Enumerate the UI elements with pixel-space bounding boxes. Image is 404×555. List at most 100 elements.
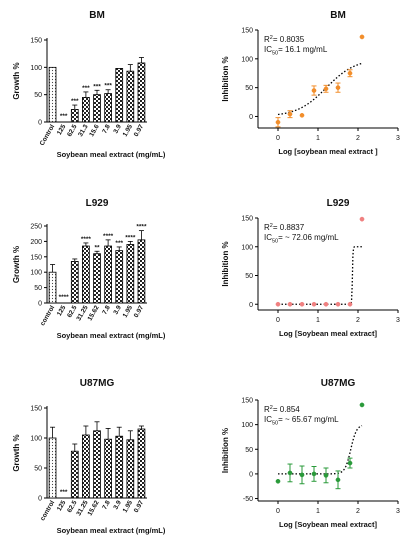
bar-31.3 [82, 97, 90, 123]
data-point [311, 88, 317, 93]
data-point [311, 471, 317, 477]
significance-label: *** [115, 240, 123, 247]
data-point [347, 460, 353, 466]
bar-62.5 [70, 109, 79, 123]
x-axis-label: Soybean meal extract (mg/mL) [57, 526, 166, 535]
data-point [311, 301, 317, 307]
significance-label: *** [71, 98, 79, 105]
x-tick-label: 15.62 [87, 304, 101, 322]
significance-label: *** [93, 83, 101, 90]
data-point [323, 301, 329, 307]
ic50-value: = ~ 65.67 mg/mL [278, 415, 339, 424]
ic50-value: = ~ 72.06 mg/mL [278, 233, 339, 242]
data-point [299, 472, 305, 478]
bar-31.25 [82, 245, 90, 304]
r-squared-symbol: R [264, 35, 270, 44]
r-squared-superscript: 2 [270, 35, 273, 41]
bar-0.97 [137, 239, 146, 304]
y-tick-label: 50 [34, 92, 42, 99]
scatter-chart-3: L929 0 50 100 150 Inhibition % 0 1 2 3 Log [Soybea… [221, 198, 400, 338]
significance-label: *** [104, 83, 112, 90]
x-tick-label: 0 [276, 135, 280, 142]
y-tick-label: 250 [30, 224, 42, 231]
r-squared-superscript: 2 [270, 223, 273, 229]
x-tick-label: control [39, 499, 56, 522]
significance-label: *** [60, 489, 68, 496]
data-point [323, 86, 329, 92]
ic50-label: IC50= ~ 72.06 mg/mL [264, 233, 339, 245]
y-tick-label: 50 [34, 285, 42, 292]
bar-15.62 [93, 253, 101, 304]
x-tick-label: 3 [396, 135, 400, 142]
bar-control [48, 271, 57, 304]
data-point [275, 301, 281, 307]
x-tick-label: 7.8 [101, 123, 112, 135]
data-point [359, 402, 365, 408]
y-tick-label: 0 [38, 120, 42, 127]
x-tick-label: 0 [276, 508, 280, 515]
r-squared-symbol: R [264, 405, 270, 414]
y-axis-label: Inhibition % [221, 56, 230, 101]
y-tick-label: 100 [241, 56, 253, 63]
y-tick-label: 150 [241, 28, 253, 35]
chart-title: BM [330, 10, 346, 21]
y-axis-label: Inhibition % [221, 428, 230, 473]
x-tick-label: 125 [56, 499, 68, 512]
data-point [299, 112, 305, 118]
data-point [359, 34, 365, 40]
ic50-subscript: 50 [272, 239, 278, 245]
x-tick-label: 1 [316, 508, 320, 515]
x-tick-label: 0.97 [133, 123, 146, 138]
data-point [287, 111, 293, 117]
y-tick-label: 0 [38, 496, 42, 503]
y-tick-label: 0 [249, 471, 253, 478]
r-squared-label: R2= 0.854 [264, 405, 300, 414]
y-tick-label: 100 [30, 436, 42, 443]
bar-3.9 [115, 435, 124, 499]
significance-label: *** [60, 113, 68, 120]
x-tick-label: 2 [356, 508, 360, 515]
x-tick-label: 1.95 [122, 123, 135, 138]
r-squared-label: R2= 0.8837 [264, 223, 305, 232]
bar-62.5 [70, 450, 79, 499]
x-tick-label: 0 [276, 317, 280, 324]
bar-1.95 [126, 244, 135, 304]
y-tick-label: 50 [245, 447, 253, 454]
y-axis-label: Growth % [12, 246, 21, 283]
bar-7.8 [104, 245, 112, 304]
ic50-symbol: IC [264, 415, 272, 424]
y-tick-label: 150 [30, 38, 42, 45]
chart-title: BM [89, 10, 105, 21]
bar-Control [48, 66, 57, 123]
x-tick-label: 3.9 [112, 123, 123, 135]
x-tick-label: 125 [56, 304, 68, 317]
ic50-symbol: IC [264, 233, 272, 242]
x-axis-label: Log [soybean meal extract ] [278, 147, 378, 156]
y-tick-label: 50 [34, 466, 42, 473]
y-tick-label: 200 [30, 239, 42, 246]
r-squared-value: = 0.854 [273, 405, 300, 414]
y-axis-label: Growth % [12, 62, 21, 99]
bar-15.62 [93, 430, 101, 499]
bar-7.8 [104, 438, 112, 499]
significance-label: **** [136, 224, 147, 231]
x-axis-label: Soybean meal extract (mg/mL) [57, 150, 166, 159]
y-axis-label: Growth % [12, 434, 21, 471]
y-tick-label: 0 [249, 114, 253, 121]
x-tick-label: 125 [56, 123, 68, 136]
scatter-chart-1: BM 0 50 100 150 Inhibition % 0 1 2 3 Log [soybean … [221, 10, 400, 156]
y-tick-label: 150 [241, 216, 253, 223]
significance-label: **** [59, 294, 70, 301]
r-squared-superscript: 2 [270, 405, 273, 411]
data-point [275, 119, 281, 125]
y-tick-label: 50 [245, 273, 253, 280]
data-point [275, 478, 281, 484]
x-tick-label: 7.8 [101, 304, 112, 316]
data-point [347, 70, 353, 76]
x-tick-label: 15.6 [88, 123, 101, 138]
y-tick-label: 100 [30, 65, 42, 72]
